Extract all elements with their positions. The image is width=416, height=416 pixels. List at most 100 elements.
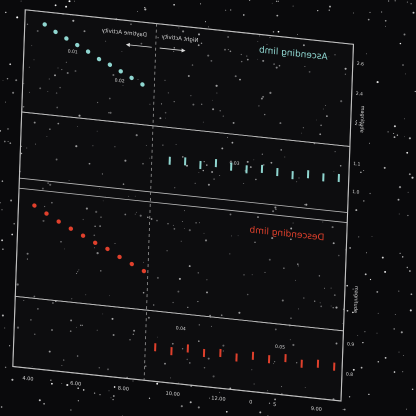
star [56, 106, 59, 109]
star [34, 333, 36, 335]
star [100, 270, 102, 272]
star [47, 91, 49, 93]
star [187, 75, 190, 77]
star [319, 133, 322, 136]
star [64, 248, 66, 250]
star [346, 284, 349, 287]
star [219, 110, 221, 112]
star [1, 180, 4, 182]
asc-lower-point [291, 171, 294, 180]
star [410, 3, 412, 5]
star [191, 64, 194, 66]
star [298, 177, 300, 179]
star [156, 276, 159, 279]
star [342, 323, 343, 324]
star [190, 95, 192, 97]
star [365, 53, 367, 55]
side-tick: 2.2 [355, 121, 362, 128]
desc-upper-point [56, 219, 61, 224]
bottom-tick: 5 [273, 402, 276, 408]
star [222, 350, 224, 352]
star [69, 330, 72, 332]
star [301, 132, 302, 134]
star [178, 277, 181, 280]
star [381, 256, 384, 259]
star [93, 247, 95, 249]
star [204, 239, 208, 242]
desc-lower-point [333, 362, 336, 371]
star [280, 149, 282, 151]
star [344, 67, 347, 70]
star [243, 274, 245, 276]
star [253, 159, 255, 161]
desc-lower-series [154, 343, 336, 371]
star [11, 233, 14, 236]
star [140, 42, 143, 45]
star [355, 209, 358, 212]
star [112, 398, 114, 401]
star [360, 171, 362, 173]
star [402, 371, 404, 373]
star [180, 405, 183, 408]
desc-lower-panel [12, 295, 344, 402]
star [232, 121, 235, 124]
star [325, 104, 327, 106]
desc-lower-point [219, 348, 222, 358]
star [292, 343, 295, 347]
star [398, 213, 400, 215]
star [157, 336, 158, 338]
star [48, 78, 50, 80]
star [257, 58, 259, 60]
star [234, 75, 237, 78]
star [204, 21, 207, 23]
star [195, 221, 197, 224]
desc-lower-point [202, 348, 206, 358]
asc-lower-point [214, 158, 218, 168]
star [167, 223, 169, 225]
star [149, 103, 151, 105]
star [201, 103, 203, 105]
star [407, 191, 409, 193]
arrow-left-head [125, 42, 130, 47]
star [209, 314, 211, 317]
star [271, 2, 273, 4]
bottom-tick: 6.00 [70, 381, 81, 388]
asc-lower-point [322, 173, 325, 182]
star [348, 396, 351, 398]
star [227, 136, 229, 138]
star [292, 5, 294, 7]
star [124, 159, 127, 162]
right-axis-label-bottom: magnitude [352, 286, 359, 314]
star [297, 265, 299, 267]
star [297, 263, 299, 265]
star [238, 311, 241, 314]
star [57, 122, 60, 125]
star [13, 222, 16, 225]
star [369, 11, 371, 13]
star [153, 304, 155, 306]
star [331, 226, 334, 229]
star [377, 312, 379, 314]
star [257, 40, 259, 42]
star [59, 86, 61, 89]
star [260, 97, 263, 100]
star [302, 44, 305, 47]
star [0, 406, 3, 408]
star [99, 225, 101, 227]
star [202, 121, 204, 123]
side-tick: 1.1 [353, 161, 360, 168]
star [305, 203, 308, 206]
star [258, 105, 260, 107]
asc-upper-point [140, 82, 145, 87]
star [85, 207, 88, 210]
star [170, 377, 172, 379]
star [408, 173, 411, 176]
star [43, 205, 46, 208]
star [192, 103, 195, 106]
star [290, 317, 292, 319]
star [130, 23, 132, 26]
asc-lower-point [184, 157, 187, 166]
star [404, 136, 405, 138]
star [36, 30, 39, 32]
star [50, 328, 54, 332]
